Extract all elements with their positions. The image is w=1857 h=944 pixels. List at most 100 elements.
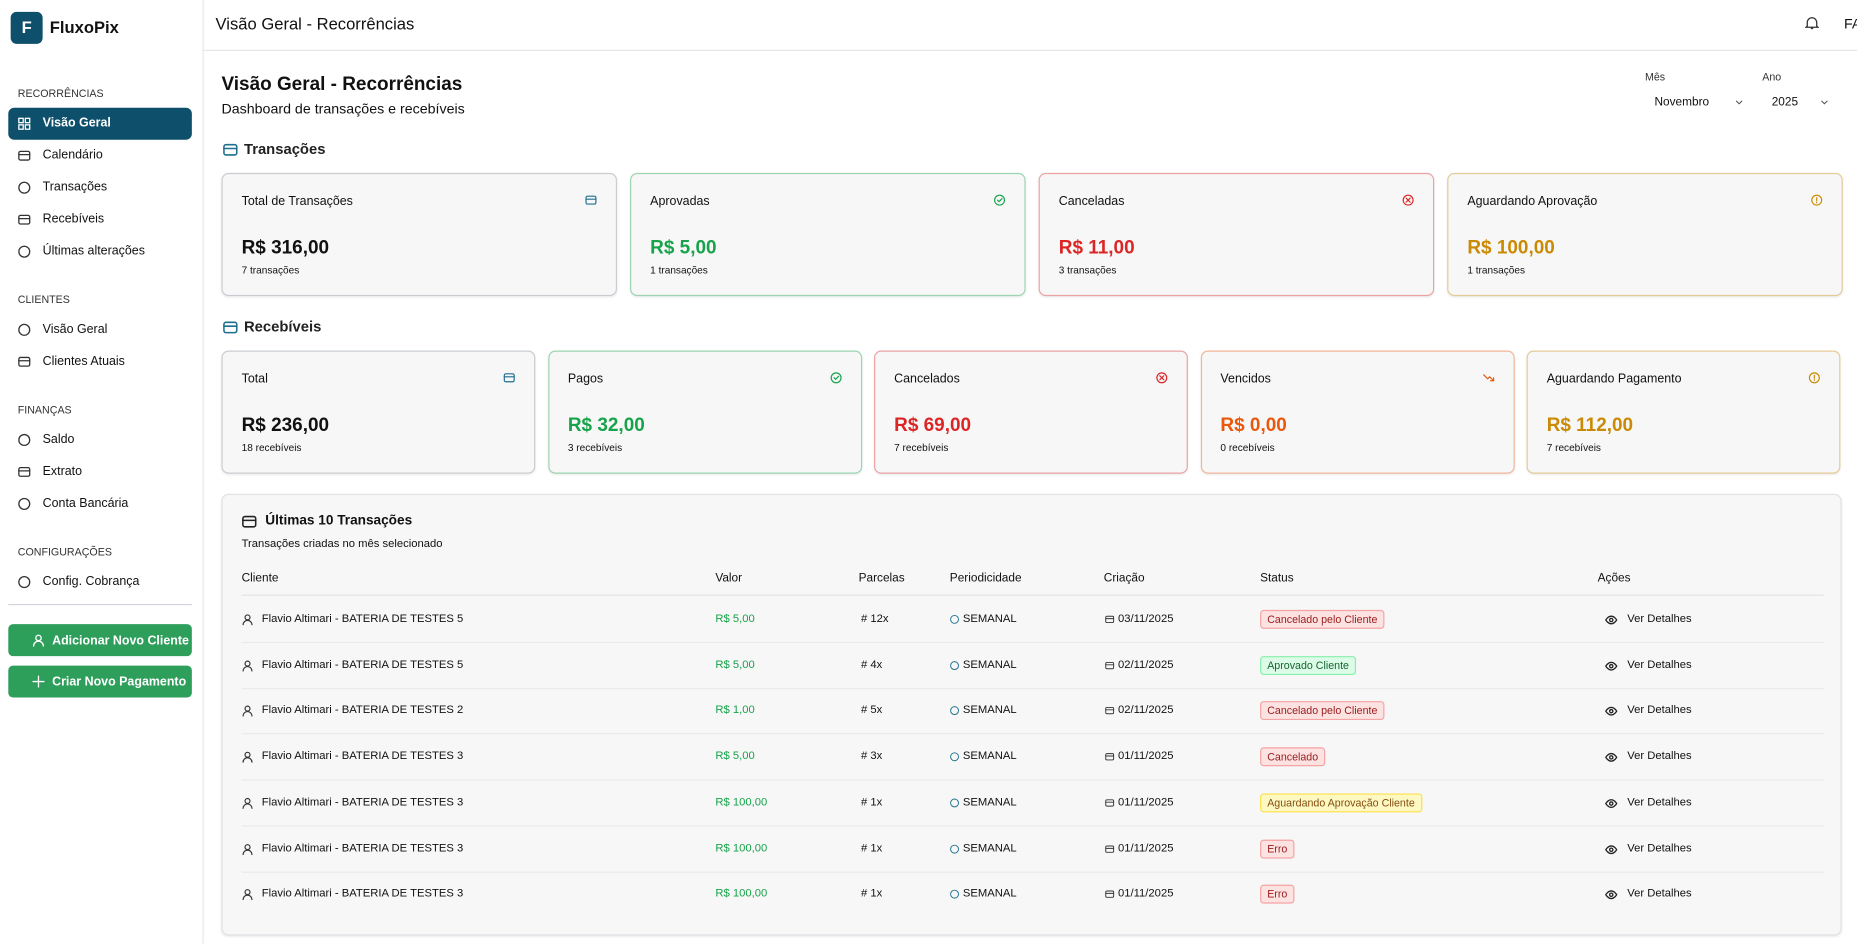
table-subtitle: Transações criadas no mês selecionado bbox=[241, 537, 443, 551]
card-value: R$ 5,00 bbox=[650, 238, 717, 259]
icon bbox=[242, 614, 253, 626]
card-label: Aguardando Pagamento bbox=[1546, 371, 1682, 387]
filter-select[interactable]: Novembro bbox=[1645, 92, 1748, 113]
filter-select[interactable]: 2025 bbox=[1762, 92, 1845, 113]
card-label: Aguardando Aprovação bbox=[1467, 194, 1598, 209]
cell-date: 01/11/2025 bbox=[1117, 749, 1174, 763]
column-header: Cliente bbox=[241, 572, 279, 586]
nav-item[interactable]: Últimas alterações bbox=[8, 236, 192, 268]
card-value: R$ 0,00 bbox=[1220, 415, 1287, 436]
card-value: R$ 69,00 bbox=[894, 415, 972, 436]
icon bbox=[1105, 661, 1115, 669]
metric-card: Vencidos R$ 0,00 0 recebíveis bbox=[1200, 350, 1515, 474]
details-link[interactable]: Ver Detalhes bbox=[1605, 606, 1712, 632]
icon bbox=[242, 515, 257, 528]
nav-item[interactable]: Transações bbox=[8, 172, 192, 204]
user-avatar[interactable]: FA bbox=[1843, 15, 1857, 32]
header: Visão Geral - Recorrências FA bbox=[203, 0, 1857, 51]
icon bbox=[1605, 707, 1618, 717]
cell-date: 02/11/2025 bbox=[1117, 703, 1174, 717]
icon bbox=[950, 660, 959, 670]
cell-value: R$ 5,00 bbox=[715, 658, 755, 672]
section-title: RECORRÊNCIAS bbox=[17, 87, 104, 100]
nav-item[interactable]: Recebíveis bbox=[8, 204, 192, 236]
table-row: Flavio Altimari - BATERIA DE TESTES 3 R$ … bbox=[223, 826, 1843, 871]
card-label: Cancelados bbox=[894, 371, 960, 387]
filter-label: Ano bbox=[1762, 71, 1782, 83]
icon bbox=[950, 889, 959, 899]
icon bbox=[585, 195, 597, 205]
details-link[interactable]: Ver Detalhes bbox=[1605, 836, 1712, 862]
column-header: Valor bbox=[715, 572, 743, 586]
icon bbox=[1156, 372, 1168, 384]
column-header: Criação bbox=[1103, 572, 1145, 586]
icon bbox=[1605, 661, 1618, 671]
metric-card: Total de Transações R$ 316,00 7 transações bbox=[221, 172, 618, 297]
details-link[interactable]: Ver Detalhes bbox=[1605, 881, 1712, 907]
brand-name: FluxoPix bbox=[49, 17, 119, 37]
card-value: R$ 112,00 bbox=[1546, 415, 1634, 436]
icon bbox=[242, 889, 253, 901]
action-button[interactable]: Criar Novo Pagamento bbox=[8, 665, 192, 698]
icon bbox=[1605, 615, 1618, 625]
nav-item[interactable]: Conta Bancária bbox=[8, 488, 192, 520]
status-badge: Cancelado bbox=[1260, 747, 1326, 767]
bell-icon[interactable] bbox=[1804, 15, 1820, 30]
status-badge: Aprovado Cliente bbox=[1260, 655, 1357, 675]
card-count: 7 recebíveis bbox=[1546, 441, 1601, 454]
nav-label: Transações bbox=[42, 180, 108, 195]
cell-installments: # 3x bbox=[860, 749, 883, 763]
sidebar: F FluxoPix RECORRÊNCIAS Visão Geral Calend… bbox=[0, 0, 204, 944]
icon bbox=[1105, 890, 1115, 899]
details-link[interactable]: Ver Detalhes bbox=[1605, 698, 1712, 724]
filter-value: Novembro bbox=[1654, 95, 1710, 109]
cell-client: Flavio Altimari - BATERIA DE TESTES 3 bbox=[261, 887, 464, 901]
nav-label: Extrato bbox=[42, 464, 83, 479]
nav-label: Conta Bancária bbox=[42, 496, 129, 511]
icon bbox=[242, 706, 253, 717]
card-label: Total bbox=[241, 371, 268, 387]
metric-card: Canceladas R$ 11,00 3 transações bbox=[1038, 172, 1435, 297]
card-value: R$ 316,00 bbox=[241, 238, 330, 259]
icon bbox=[1105, 753, 1115, 761]
row-rule bbox=[241, 779, 1824, 781]
divider bbox=[8, 603, 192, 606]
nav-item[interactable]: Visão Geral bbox=[8, 314, 192, 346]
card-label: Total de Transações bbox=[241, 194, 353, 209]
card-label: Pagos bbox=[567, 371, 604, 387]
cell-date: 01/11/2025 bbox=[1117, 887, 1174, 901]
icon bbox=[18, 466, 31, 477]
details-label: Ver Detalhes bbox=[1627, 887, 1692, 901]
cell-installments: # 4x bbox=[860, 658, 883, 672]
nav-item[interactable]: Config. Cobrança bbox=[8, 566, 192, 598]
cell-value: R$ 100,00 bbox=[715, 795, 768, 809]
details-link[interactable]: Ver Detalhes bbox=[1605, 652, 1712, 678]
details-label: Ver Detalhes bbox=[1627, 841, 1692, 855]
table-row: Flavio Altimari - BATERIA DE TESTES 3 R$ … bbox=[223, 872, 1843, 917]
status-badge: Aguardando Aprovação Cliente bbox=[1260, 793, 1422, 813]
metric-card: Aguardando Aprovação R$ 100,00 1 transaçõe… bbox=[1447, 172, 1843, 297]
nav-item[interactable]: Extrato bbox=[8, 456, 192, 488]
nav-item[interactable]: Saldo bbox=[8, 424, 192, 456]
cell-value: R$ 100,00 bbox=[715, 887, 768, 901]
nav-item[interactable]: Visão Geral bbox=[8, 107, 192, 140]
page-subtitle: Dashboard de transações e recebíveis bbox=[221, 100, 465, 118]
nav-item[interactable]: Calendário bbox=[8, 140, 192, 172]
card-label: Vencidos bbox=[1220, 371, 1271, 387]
details-link[interactable]: Ver Detalhes bbox=[1605, 744, 1712, 770]
metric-card: Aguardando Pagamento R$ 112,00 7 recebívei… bbox=[1526, 350, 1841, 474]
cell-date: 01/11/2025 bbox=[1117, 841, 1174, 855]
cell-client: Flavio Altimari - BATERIA DE TESTES 2 bbox=[261, 703, 464, 717]
cell-period: SEMANAL bbox=[962, 887, 1017, 901]
row-rule bbox=[241, 733, 1824, 735]
cell-client: Flavio Altimari - BATERIA DE TESTES 5 bbox=[261, 658, 464, 672]
card-count: 1 transações bbox=[1467, 264, 1525, 276]
details-link[interactable]: Ver Detalhes bbox=[1605, 790, 1712, 816]
nav-label: Recebíveis bbox=[42, 211, 105, 227]
icon bbox=[1105, 844, 1115, 853]
action-button[interactable]: Adicionar Novo Cliente bbox=[8, 624, 192, 657]
nav-item[interactable]: Clientes Atuais bbox=[8, 346, 192, 378]
card-value: R$ 32,00 bbox=[567, 415, 645, 436]
